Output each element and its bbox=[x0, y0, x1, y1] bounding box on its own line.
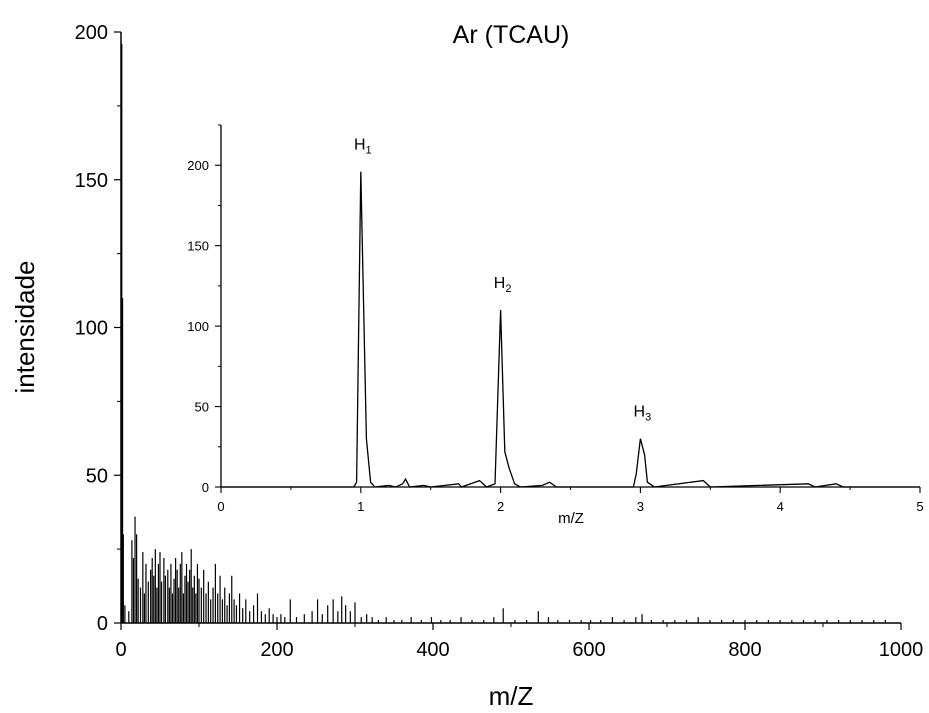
peak-label-h2: H2 bbox=[494, 275, 512, 295]
main-y-tick-label: 100 bbox=[75, 318, 108, 340]
main-x-ticks: 0 200 400 600 800 1000 bbox=[115, 623, 923, 661]
peak-label-h1: H1 bbox=[354, 137, 372, 157]
inset-y-tick-label: 150 bbox=[187, 239, 209, 254]
main-x-axis-label: m/Z bbox=[489, 681, 534, 711]
inset-peak-labels: H1 H2 H3 bbox=[354, 137, 651, 424]
inset-x-tick-label: 5 bbox=[916, 499, 923, 514]
main-x-tick-label: 400 bbox=[416, 639, 449, 661]
main-y-tick-label: 0 bbox=[97, 613, 108, 635]
main-y-tick-label: 150 bbox=[75, 170, 108, 192]
inset-x-tick-label: 0 bbox=[217, 499, 224, 514]
main-y-axis-label: intensidade bbox=[10, 261, 40, 394]
main-x-tick-label: 0 bbox=[115, 639, 126, 661]
inset-y-tick-label: 200 bbox=[187, 158, 209, 173]
main-y-tick-label: 50 bbox=[86, 465, 108, 487]
inset-y-tick-label: 0 bbox=[202, 480, 209, 495]
inset-y-tick-label: 50 bbox=[195, 400, 209, 415]
inset-spectrum-line bbox=[221, 171, 920, 488]
main-x-tick-label: 800 bbox=[728, 639, 761, 661]
main-chart: Ar (TCAU) 0 200 400 600 800 1000 050100150200… bbox=[10, 21, 923, 711]
main-chart-peaks bbox=[121, 43, 887, 623]
inset-x-tick-label: 4 bbox=[777, 499, 784, 514]
inset-x-tick-label: 2 bbox=[497, 499, 504, 514]
inset-chart: 0 1 2 3 4 5 0 50 100 150 200 H1 H2 H3 m/Z bbox=[187, 124, 924, 527]
main-chart-title: Ar (TCAU) bbox=[453, 21, 570, 49]
main-y-tick-label: 200 bbox=[75, 22, 108, 44]
main-x-tick-label: 1000 bbox=[879, 639, 924, 661]
main-y-ticks: 0 50 100 150 200 bbox=[75, 22, 121, 635]
inset-background bbox=[222, 125, 920, 486]
inset-x-ticks: 0 1 2 3 4 5 bbox=[217, 487, 924, 514]
peak-label-h3: H3 bbox=[634, 404, 652, 424]
inset-y-tick-label: 100 bbox=[187, 319, 209, 334]
inset-x-tick-label: 1 bbox=[357, 499, 364, 514]
inset-x-tick-label: 3 bbox=[637, 499, 644, 514]
inset-y-ticks: 0 50 100 150 200 bbox=[187, 124, 221, 495]
inset-x-axis-label: m/Z bbox=[558, 510, 584, 527]
main-x-tick-label: 200 bbox=[260, 639, 293, 661]
main-x-tick-label: 600 bbox=[572, 639, 605, 661]
